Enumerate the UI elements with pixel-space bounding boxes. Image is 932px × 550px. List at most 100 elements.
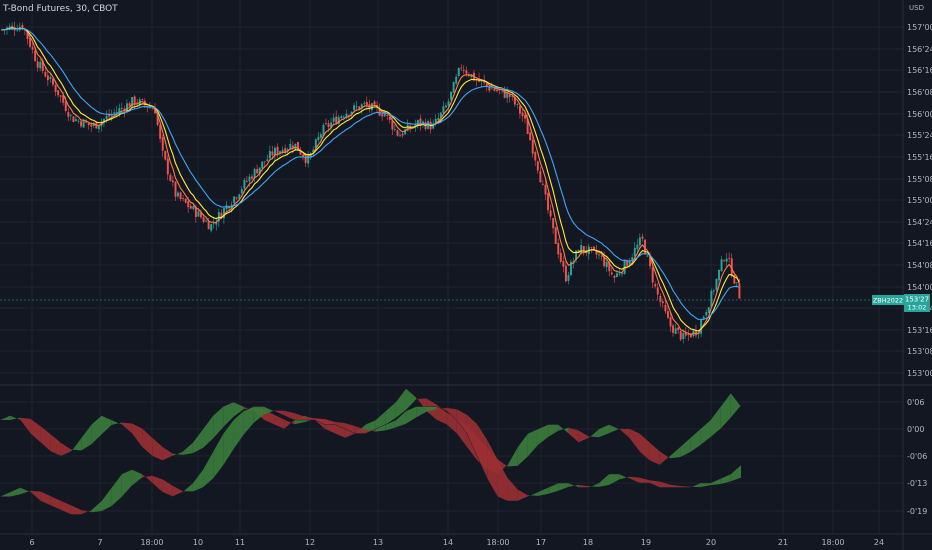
candle-body bbox=[276, 146, 279, 155]
candle-body bbox=[322, 124, 325, 136]
time-tick-label: 18:00 bbox=[486, 538, 509, 547]
candle-body bbox=[564, 265, 567, 282]
cloud-segment bbox=[40, 426, 51, 452]
cloud-segment bbox=[213, 433, 224, 479]
price-tick-label: 154'24 bbox=[907, 218, 932, 227]
cloud-segment bbox=[375, 411, 386, 429]
candle-body bbox=[575, 250, 578, 261]
candle-body bbox=[57, 90, 60, 96]
cloud-segment bbox=[314, 418, 325, 425]
candle-body bbox=[434, 118, 437, 124]
time-tick-label: 14 bbox=[443, 538, 453, 547]
candle-body bbox=[62, 95, 65, 103]
chart-title: T-Bond Futures, 30, CBOT bbox=[3, 4, 118, 14]
time-tick-label: 17 bbox=[536, 538, 546, 547]
candle-body bbox=[422, 121, 424, 124]
candle-body bbox=[286, 149, 289, 152]
cloud-segment bbox=[659, 451, 670, 465]
candle-body bbox=[169, 174, 172, 181]
candle-body bbox=[131, 97, 134, 107]
candle-body bbox=[702, 316, 705, 319]
candle-body bbox=[154, 108, 157, 114]
candle-body bbox=[529, 132, 532, 141]
cloud-segment bbox=[598, 424, 610, 438]
cloud-segment bbox=[659, 481, 670, 488]
candle-body bbox=[493, 88, 496, 91]
candle-body bbox=[342, 116, 345, 118]
candle-body bbox=[399, 135, 402, 137]
candle-body bbox=[554, 227, 557, 244]
candle-body bbox=[672, 325, 675, 333]
candle-body bbox=[508, 94, 511, 97]
candle-body bbox=[452, 82, 455, 93]
candle-body bbox=[307, 156, 310, 164]
candle-body bbox=[210, 224, 213, 231]
candle-body bbox=[689, 334, 692, 338]
cloud-segment bbox=[345, 423, 356, 434]
cloud-segment bbox=[609, 474, 620, 485]
candle-body bbox=[700, 320, 703, 334]
cloud-segment bbox=[416, 406, 427, 418]
candle-body bbox=[730, 258, 733, 277]
candle-body bbox=[245, 180, 248, 182]
indicator-cloud-upper bbox=[0, 388, 742, 475]
candle-body bbox=[49, 77, 52, 79]
candle-body bbox=[123, 108, 126, 112]
candle-body bbox=[615, 273, 618, 278]
cloud-segment bbox=[700, 483, 711, 488]
candle-body bbox=[651, 267, 654, 283]
cloud-segment bbox=[548, 483, 559, 494]
cloud-segment bbox=[527, 429, 538, 457]
candle-body bbox=[312, 149, 315, 153]
candle-body bbox=[679, 331, 682, 340]
candle-body bbox=[720, 259, 723, 272]
candle-body bbox=[350, 111, 353, 116]
candle-body bbox=[238, 194, 241, 199]
candle-body bbox=[674, 328, 677, 334]
candle-body bbox=[539, 171, 542, 183]
candle-body bbox=[126, 103, 128, 113]
candle-body bbox=[582, 246, 585, 252]
candle-body bbox=[194, 206, 197, 217]
candle-body bbox=[26, 30, 29, 39]
candle-body bbox=[21, 25, 24, 29]
cloud-segment bbox=[537, 487, 549, 496]
time-tick-label: 19 bbox=[641, 538, 651, 547]
cloud-segment bbox=[152, 475, 163, 492]
price-tick-label: 156'24 bbox=[907, 45, 932, 54]
candle-body bbox=[623, 260, 626, 274]
candle-body bbox=[707, 307, 710, 314]
candle-body bbox=[531, 139, 534, 154]
cloud-segment bbox=[121, 422, 132, 434]
price-axis[interactable]: 157'00 156'24 156'16 156'08 156'00 155'24 155'… bbox=[907, 23, 932, 378]
candle-body bbox=[64, 101, 67, 111]
candle-body bbox=[593, 246, 595, 250]
candle-body bbox=[567, 275, 570, 281]
indicator-axis[interactable]: 0'06 0'00 -0'06 -0'13 -0'19 bbox=[907, 398, 927, 516]
candle-body bbox=[600, 255, 603, 257]
time-tick-label: 18:00 bbox=[140, 538, 163, 547]
candle-body bbox=[358, 106, 361, 110]
candle-body bbox=[595, 250, 598, 255]
cloud-segment bbox=[203, 415, 214, 448]
candle-body bbox=[149, 107, 151, 109]
candle-body bbox=[243, 179, 246, 189]
ema-line bbox=[1, 28, 740, 321]
candle-body bbox=[521, 112, 524, 117]
candle-body bbox=[738, 283, 741, 299]
cloud-segment bbox=[466, 414, 478, 456]
cloud-segment bbox=[192, 469, 204, 492]
candle-body bbox=[319, 134, 322, 138]
candle-body bbox=[105, 115, 108, 119]
candle-body bbox=[189, 205, 192, 209]
price-tick-label: 155'24 bbox=[907, 131, 932, 140]
time-tick-label: 11 bbox=[235, 538, 245, 547]
candle-body bbox=[248, 176, 251, 182]
candle-body bbox=[462, 69, 465, 71]
candle-body bbox=[404, 129, 407, 135]
time-axis[interactable]: 6 7 18:00 10 11 12 13 14 18:00 17 18 19 20 21 18:00 24 bbox=[29, 538, 884, 547]
symbol-tag bbox=[872, 295, 904, 305]
cloud-segment bbox=[152, 437, 163, 461]
candle-body bbox=[279, 151, 282, 154]
